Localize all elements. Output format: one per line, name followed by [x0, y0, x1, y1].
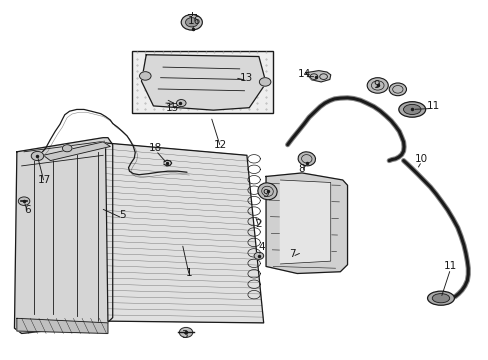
Text: 12: 12 — [213, 140, 227, 150]
Circle shape — [18, 197, 30, 206]
Polygon shape — [305, 71, 330, 82]
Circle shape — [62, 145, 72, 152]
Text: 16: 16 — [187, 16, 201, 26]
Circle shape — [259, 78, 270, 86]
Polygon shape — [141, 55, 265, 110]
Circle shape — [319, 74, 327, 80]
Circle shape — [176, 100, 185, 107]
Polygon shape — [15, 138, 112, 333]
Circle shape — [185, 18, 198, 27]
Polygon shape — [280, 180, 330, 264]
Text: 18: 18 — [149, 143, 162, 153]
Text: 15: 15 — [165, 103, 179, 113]
Text: 11: 11 — [443, 261, 456, 271]
Circle shape — [254, 252, 263, 259]
Circle shape — [181, 14, 202, 30]
Bar — [132, 51, 273, 113]
Text: 11: 11 — [427, 101, 440, 111]
Ellipse shape — [298, 152, 315, 166]
Text: 17: 17 — [38, 175, 51, 185]
Text: 3: 3 — [181, 329, 187, 339]
Text: 7: 7 — [288, 249, 295, 259]
Text: 6: 6 — [24, 205, 31, 215]
Polygon shape — [265, 173, 347, 274]
Text: 1: 1 — [186, 269, 192, 279]
Text: 13: 13 — [240, 73, 253, 83]
Text: 4: 4 — [258, 242, 264, 252]
Ellipse shape — [257, 183, 277, 200]
Text: 2: 2 — [255, 219, 262, 229]
Ellipse shape — [431, 294, 449, 303]
Circle shape — [139, 72, 151, 80]
Ellipse shape — [427, 291, 453, 305]
Circle shape — [179, 328, 192, 337]
Ellipse shape — [398, 102, 425, 117]
Text: 9: 9 — [372, 80, 379, 90]
Polygon shape — [105, 143, 263, 323]
Text: 9: 9 — [262, 189, 269, 199]
Text: 14: 14 — [297, 69, 310, 79]
Ellipse shape — [403, 104, 420, 114]
Circle shape — [309, 74, 317, 80]
Text: 5: 5 — [119, 210, 125, 220]
Polygon shape — [43, 142, 110, 161]
Ellipse shape — [366, 78, 387, 93]
Text: 10: 10 — [414, 154, 427, 164]
Polygon shape — [17, 318, 108, 333]
Ellipse shape — [388, 83, 406, 96]
Circle shape — [31, 152, 43, 161]
Text: 8: 8 — [298, 165, 305, 174]
